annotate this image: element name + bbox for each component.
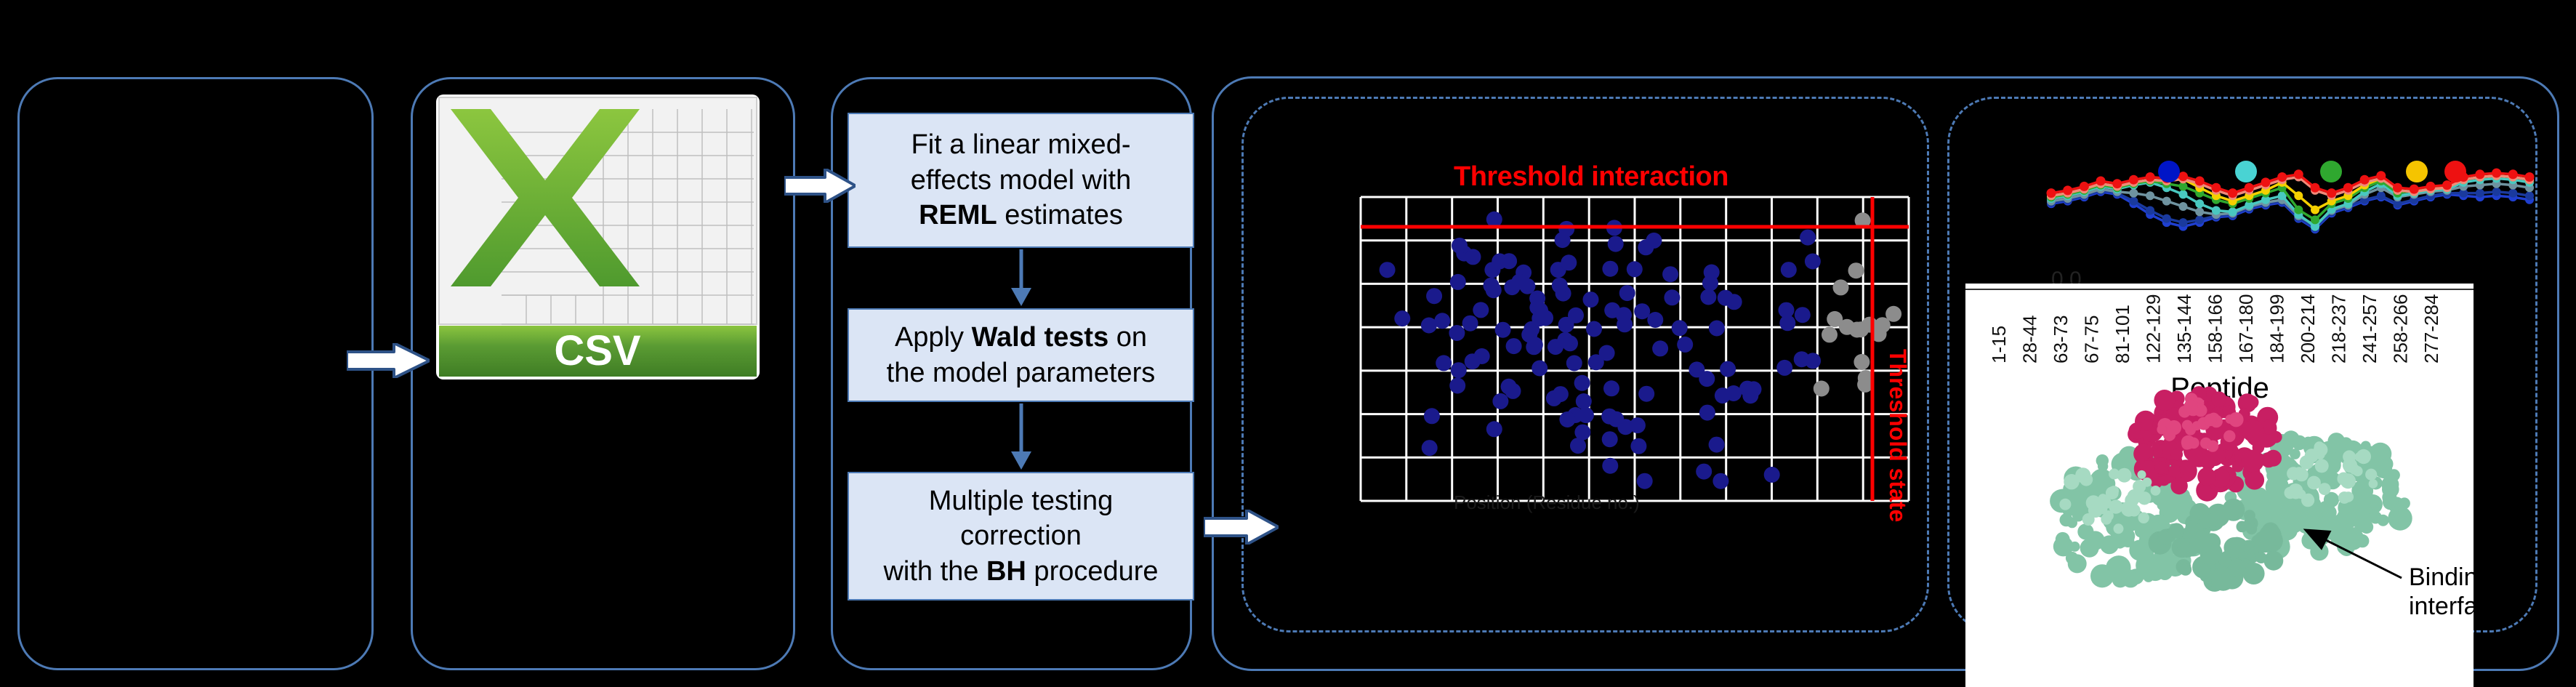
svg-text:258-266: 258-266 (2390, 294, 2412, 363)
svg-text:158-166: 158-166 (2205, 294, 2226, 363)
svg-text:122-129: 122-129 (2143, 294, 2165, 363)
svg-text:135-144: 135-144 (2173, 294, 2195, 363)
svg-text:Binding: Binding (2409, 563, 2474, 591)
svg-text:241-257: 241-257 (2359, 294, 2380, 363)
svg-text:184-199: 184-199 (2266, 294, 2288, 363)
svg-text:1-15: 1-15 (1988, 326, 2010, 363)
svg-text:63-73: 63-73 (2050, 316, 2072, 364)
svg-text:28-44: 28-44 (2019, 316, 2041, 364)
svg-text:81-101: 81-101 (2112, 305, 2133, 363)
svg-text:200-214: 200-214 (2297, 294, 2319, 363)
svg-text:167-180: 167-180 (2235, 294, 2257, 363)
svg-text:277-284: 277-284 (2420, 294, 2442, 363)
svg-text:Threshold interaction: Threshold interaction (1454, 161, 1728, 192)
svg-text:Position (Residue no.): Position (Residue no.) (1454, 491, 1640, 513)
svg-text:interface: interface (2409, 592, 2474, 620)
svg-text:218-237: 218-237 (2328, 294, 2350, 363)
svg-text:Threshold state: Threshold state (1885, 349, 1911, 522)
svg-text:67-75: 67-75 (2081, 316, 2103, 364)
